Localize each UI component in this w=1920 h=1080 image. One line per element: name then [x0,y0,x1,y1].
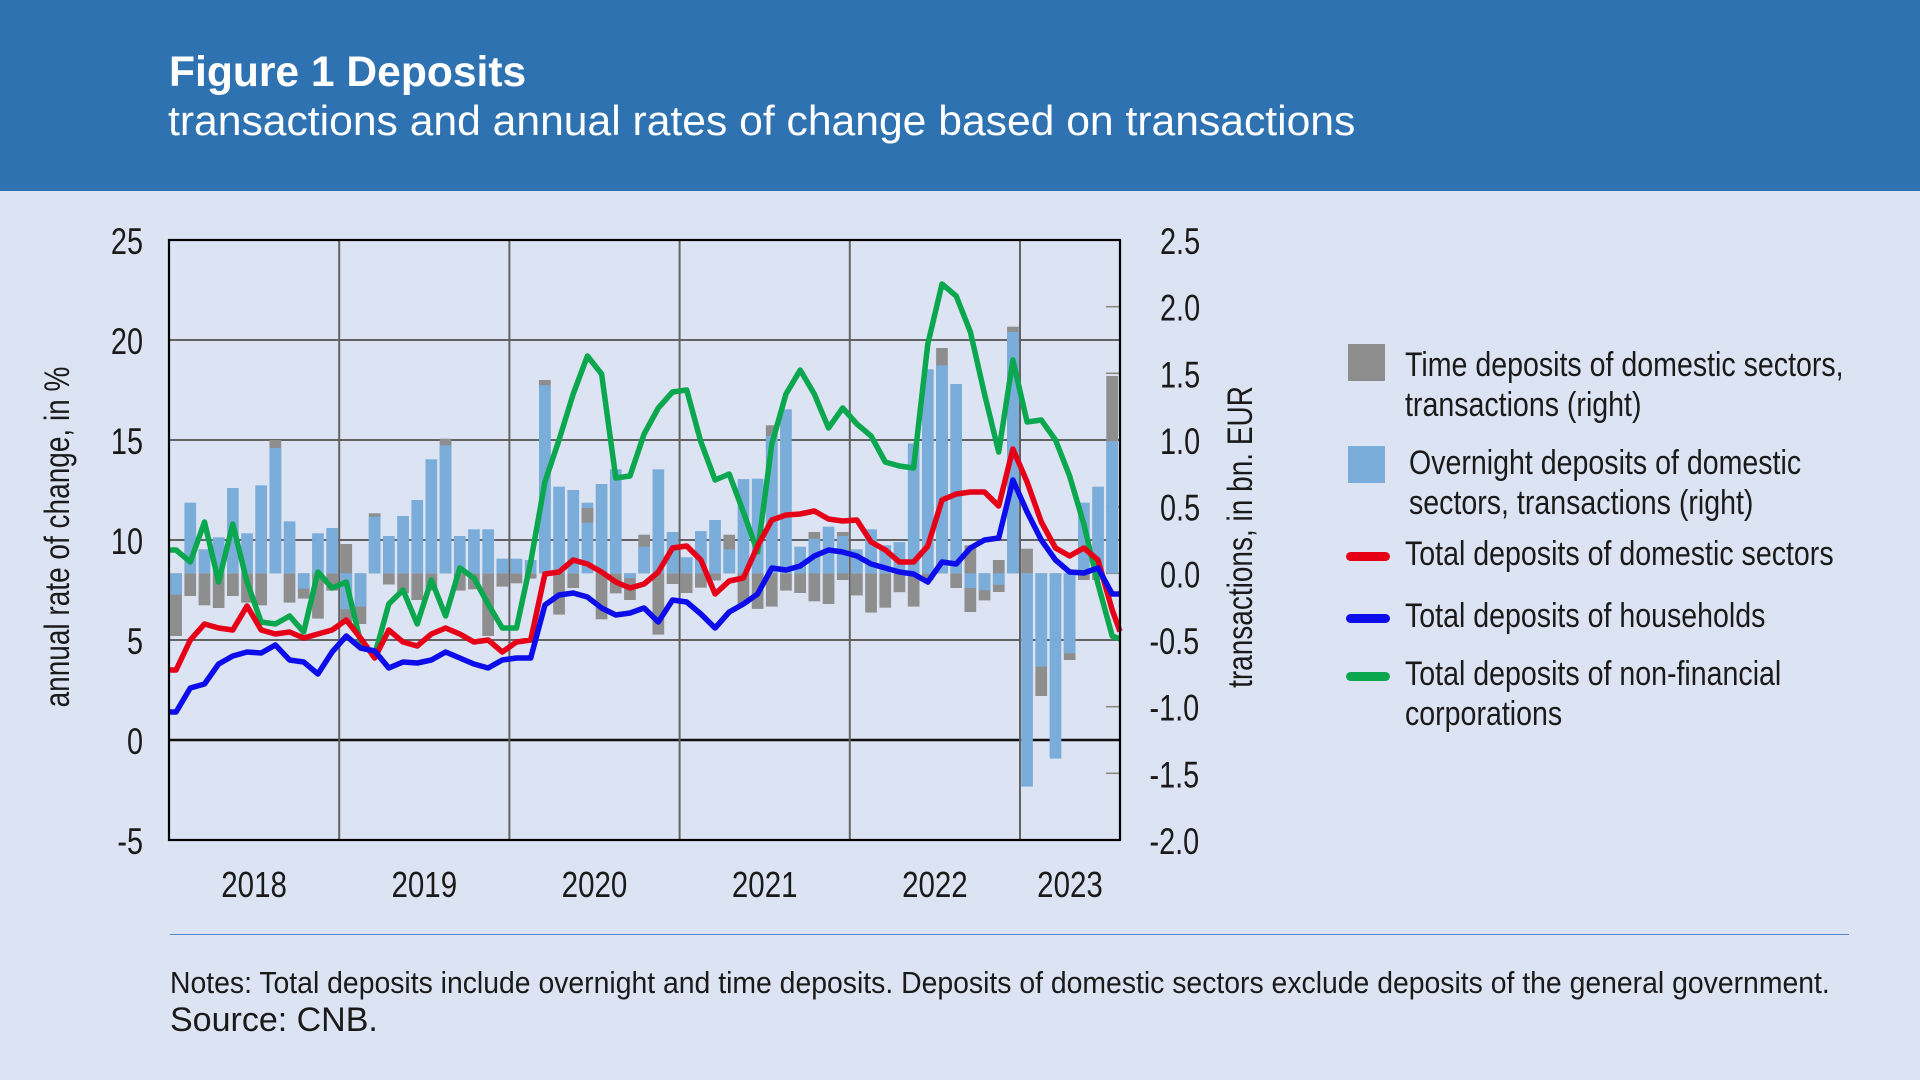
svg-text:-1.0: -1.0 [1150,688,1200,729]
svg-text:2.5: 2.5 [1160,222,1200,263]
svg-text:2021: 2021 [732,864,798,904]
svg-text:-5: -5 [117,822,143,863]
svg-text:2023: 2023 [1037,864,1103,904]
svg-text:0.5: 0.5 [1160,488,1200,529]
svg-text:2018: 2018 [221,864,287,904]
svg-text:-0.5: -0.5 [1150,622,1200,663]
svg-text:25: 25 [111,222,143,263]
svg-text:20: 20 [111,322,143,363]
svg-text:2.0: 2.0 [1160,288,1200,329]
svg-text:2020: 2020 [562,864,628,904]
svg-text:annual rate of change, in %: annual rate of change, in % [37,367,77,708]
svg-text:-2.0: -2.0 [1150,822,1200,863]
svg-text:2022: 2022 [902,864,968,904]
svg-text:-1.5: -1.5 [1150,755,1200,796]
svg-text:5: 5 [127,622,143,663]
svg-text:1.0: 1.0 [1160,422,1200,463]
svg-text:0: 0 [127,722,143,763]
svg-text:10: 10 [111,522,143,563]
svg-text:15: 15 [111,422,143,463]
svg-text:2019: 2019 [391,864,457,904]
svg-text:1.5: 1.5 [1160,355,1200,396]
svg-text:transactions, in bn. EUR: transactions, in bn. EUR [1220,386,1260,688]
svg-text:0.0: 0.0 [1160,555,1200,596]
